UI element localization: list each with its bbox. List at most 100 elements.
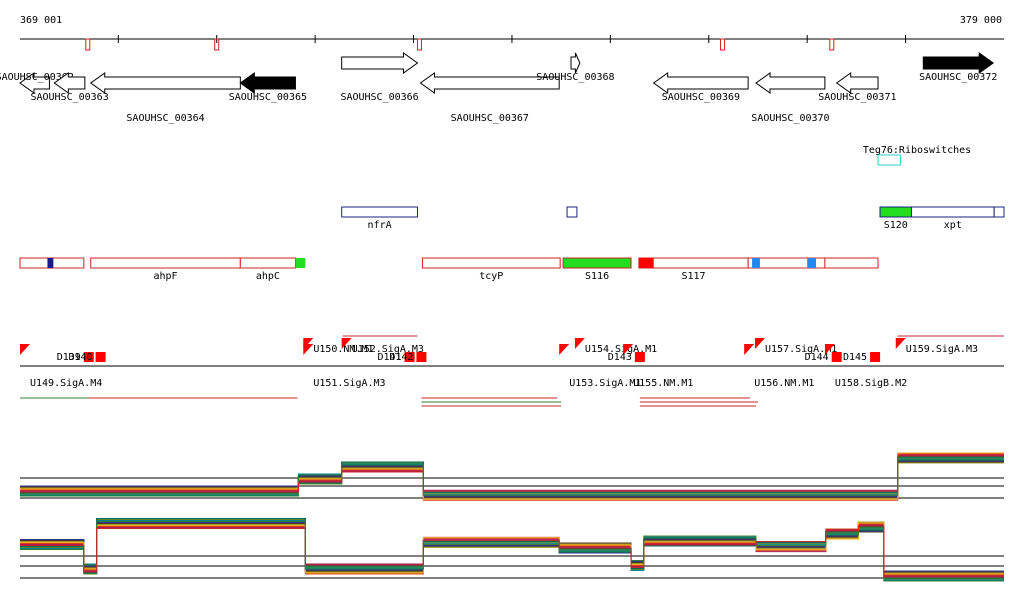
promoter-flag bbox=[341, 338, 352, 349]
gene-label: SAOUHSC_00367 bbox=[451, 113, 529, 124]
gene-label: SAOUHSC_00363 bbox=[30, 92, 108, 103]
promoter-label: U151.SigA.M3 bbox=[313, 378, 385, 389]
operon-label: S116 bbox=[585, 271, 609, 282]
gene-label: SAOUHSC_00372 bbox=[919, 72, 997, 83]
gene-arrow bbox=[755, 72, 826, 94]
operon-track: ahpF ahpC tcyP S116 S117 bbox=[19, 257, 879, 282]
terminator-block bbox=[83, 352, 94, 362]
promoter-label: U155.NM.M1 bbox=[633, 378, 693, 389]
expression-profile-line bbox=[20, 525, 1004, 578]
operon-box bbox=[638, 257, 749, 269]
operon-box bbox=[562, 257, 632, 269]
gene-arrow bbox=[835, 72, 879, 94]
operon-block bbox=[807, 258, 817, 268]
terminator-label: D139 bbox=[57, 352, 81, 363]
gene-label: SAOUHSC_00364 bbox=[126, 113, 204, 124]
srna-label: nfrA bbox=[368, 220, 392, 231]
srna-box bbox=[879, 206, 912, 218]
terminator-label: D142 bbox=[389, 352, 413, 363]
promoter-flag bbox=[824, 344, 835, 355]
terminator-block bbox=[634, 352, 645, 362]
srna-box bbox=[910, 206, 995, 218]
riboswitch-track: Teg76:Riboswitches bbox=[863, 145, 971, 166]
operon-label: ahpF bbox=[154, 271, 178, 282]
axis-end-label: 379 000 bbox=[960, 15, 1002, 26]
gene-track: SAOUHSC_00362 SAOUHSC_00363 SAOUHSC_00364 S… bbox=[0, 52, 997, 124]
axis-start-label: 369 001 bbox=[20, 15, 62, 26]
promoter-flag bbox=[574, 338, 585, 349]
operon-label: S117 bbox=[681, 271, 705, 282]
promoter-flag bbox=[20, 344, 30, 355]
terminator-block bbox=[416, 352, 427, 362]
terminator-block bbox=[95, 352, 106, 362]
promoter-flag bbox=[744, 344, 755, 355]
expression-profile-line bbox=[20, 455, 1004, 493]
promoter-flag bbox=[559, 344, 570, 355]
gene-arrow bbox=[341, 52, 419, 74]
promoter-flag bbox=[623, 344, 634, 355]
terminator-block bbox=[870, 352, 881, 362]
gene-arrow bbox=[53, 72, 86, 94]
srna-label: S120 bbox=[884, 220, 908, 231]
promoter-label: U152.SigA.M3 bbox=[352, 344, 424, 355]
promoter-label: U153.SigA.M1 bbox=[569, 378, 641, 389]
red-site-marker bbox=[416, 38, 422, 51]
gene-label: SAOUHSC_00370 bbox=[751, 113, 829, 124]
gene-arrow bbox=[570, 52, 581, 74]
srna-box bbox=[566, 206, 578, 218]
operon-box bbox=[421, 257, 561, 269]
red-site-marker bbox=[720, 38, 726, 51]
gene-label: SAOUHSC_00371 bbox=[818, 92, 896, 103]
red-site-marker bbox=[85, 38, 91, 51]
terminator-label: D141 bbox=[378, 352, 402, 363]
promoter-flag bbox=[755, 338, 766, 349]
terminator-block bbox=[831, 352, 842, 362]
terminator-label: D143 bbox=[608, 352, 632, 363]
gene-arrow bbox=[419, 72, 560, 94]
promoter-label: U154.SigA.M1 bbox=[585, 344, 657, 355]
operon-label: tcyP bbox=[479, 271, 503, 282]
gene-arrow bbox=[89, 72, 241, 94]
srna-label: xpt bbox=[944, 220, 962, 231]
srna-box bbox=[993, 206, 1005, 218]
operon-block bbox=[295, 258, 306, 268]
gene-arrow bbox=[239, 72, 296, 94]
operon-box bbox=[824, 257, 879, 269]
gene-arrow bbox=[19, 72, 50, 94]
terminator-block bbox=[404, 352, 415, 362]
gene-label: SAOUHSC_00369 bbox=[662, 92, 740, 103]
expression-profile-track bbox=[20, 452, 1004, 582]
red-site-marker bbox=[214, 38, 220, 51]
promoter-label: U150.NM.M1 bbox=[313, 344, 373, 355]
red-site-marker bbox=[829, 38, 835, 51]
gene-label: SAOUHSC_00366 bbox=[340, 92, 418, 103]
srna-track: nfrA S120 xpt bbox=[341, 206, 1005, 231]
riboswitch-box bbox=[877, 154, 902, 166]
promoter-label: U157.SigA.M1 bbox=[765, 344, 837, 355]
promoter-label: U149.SigA.M4 bbox=[30, 378, 102, 389]
gene-label: SAOUHSC_00362 bbox=[0, 72, 74, 83]
promoter-label: U156.NM.M1 bbox=[754, 378, 814, 389]
operon-block bbox=[638, 258, 654, 268]
gene-arrow bbox=[922, 52, 995, 74]
promoter-flag bbox=[895, 338, 906, 349]
srna-box bbox=[341, 206, 418, 218]
terminator-label: D144 bbox=[805, 352, 829, 363]
riboswitch-track-label: Teg76:Riboswitches bbox=[863, 145, 971, 156]
gene-label: SAOUHSC_00365 bbox=[229, 92, 307, 103]
terminator-label: D145 bbox=[843, 352, 867, 363]
operon-box bbox=[239, 257, 296, 269]
coordinate-axis: 369 001 379 000 bbox=[20, 15, 1004, 51]
operon-box bbox=[90, 257, 241, 269]
promoter-label: U158.SigB.M2 bbox=[835, 378, 907, 389]
gene-label: SAOUHSC_00368 bbox=[536, 72, 614, 83]
gene-arrow bbox=[652, 72, 749, 94]
promoter-flag bbox=[303, 344, 314, 355]
operon-label: ahpC bbox=[256, 271, 280, 282]
promoter-label: U159.SigA.M3 bbox=[906, 344, 978, 355]
terminator-label: D140 bbox=[69, 352, 93, 363]
operon-block bbox=[47, 258, 54, 268]
operon-block bbox=[752, 258, 760, 268]
